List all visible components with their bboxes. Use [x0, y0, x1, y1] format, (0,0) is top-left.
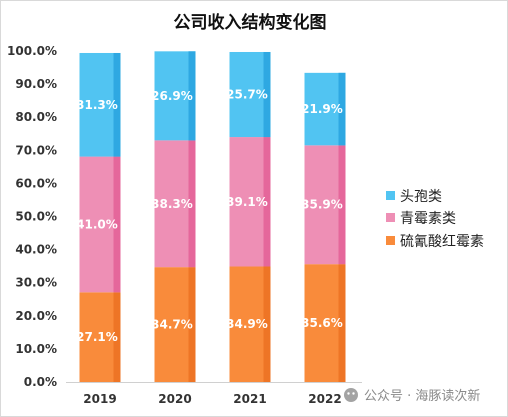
legend-swatch	[386, 213, 395, 222]
x-tick-label: 2019	[83, 392, 116, 406]
bar-shade-2020-s2	[188, 51, 196, 141]
watermark: 公众号 · 海豚读次新	[344, 388, 480, 404]
y-axis-ticks: 0.0% 10.0% 20.0% 30.0% 40.0% 50.0% 60.0% 70.0% 8…	[7, 44, 57, 389]
data-label-2019-s1: 41.0%	[76, 217, 118, 231]
bar-shade-2021-s2	[263, 51, 271, 138]
bar-shade-2019-s2	[113, 52, 121, 157]
bar-shade-2022-s1	[338, 145, 346, 265]
data-label-2021-s1: 39.1%	[226, 195, 268, 209]
bar-shade-2019-s1	[113, 156, 121, 293]
data-label-2020-s1: 38.3%	[151, 197, 193, 211]
bar-shade-2022-s2	[338, 72, 346, 146]
legend-label: 硫氰酸红霉素	[400, 234, 484, 250]
y-tick-label: 10.0%	[15, 342, 57, 356]
bars-group: 27.1% 41.0% 31.3% 34.7% 38.3% 26.9% 34.9% 39.1%…	[76, 51, 346, 382]
data-label-2019-s0: 27.1%	[76, 330, 118, 344]
x-tick-label: 2021	[233, 392, 266, 406]
data-label-2019-s2: 31.3%	[76, 98, 118, 112]
y-tick-label: 80.0%	[15, 110, 57, 124]
legend-swatch	[386, 191, 395, 200]
legend-item: 头孢类	[386, 189, 442, 205]
data-label-2020-s2: 26.9%	[151, 89, 193, 103]
data-label-2022-s1: 35.9%	[301, 198, 343, 212]
bar-shade-2022-s0	[338, 264, 346, 382]
y-tick-label: 90.0%	[15, 77, 57, 91]
x-tick-label: 2020	[158, 392, 191, 406]
legend-swatch	[386, 236, 395, 245]
y-tick-label: 70.0%	[15, 143, 57, 157]
bar-shade-2019-s0	[113, 292, 121, 382]
y-tick-label: 40.0%	[15, 243, 57, 257]
data-label-2022-s0: 35.6%	[301, 316, 343, 330]
legend-label: 头孢类	[400, 189, 442, 205]
bar-shade-2021-s0	[263, 266, 271, 382]
data-label-2021-s0: 34.9%	[226, 317, 268, 331]
y-tick-label: 50.0%	[15, 210, 57, 224]
x-axis-ticks: 2019 2020 2021 2022	[83, 392, 341, 406]
chart-title: 公司收入结构变化图	[174, 12, 327, 33]
y-tick-label: 0.0%	[24, 375, 57, 389]
data-label-2020-s0: 34.7%	[151, 318, 193, 332]
y-tick-label: 20.0%	[15, 309, 57, 323]
data-label-2021-s2: 25.7%	[226, 88, 268, 102]
legend-item: 硫氰酸红霉素	[386, 234, 484, 250]
bar-shade-2020-s1	[188, 140, 196, 268]
x-tick-label: 2022	[308, 392, 341, 406]
data-label-2022-s2: 21.9%	[301, 102, 343, 116]
y-tick-label: 100.0%	[7, 44, 57, 58]
bar-shade-2021-s1	[263, 137, 271, 267]
bar-shade-2020-s0	[188, 267, 196, 382]
y-tick-label: 30.0%	[15, 276, 57, 290]
y-tick-label: 60.0%	[15, 176, 57, 190]
legend-label: 青霉素类	[400, 211, 456, 227]
wechat-icon	[344, 388, 358, 402]
legend-item: 青霉素类	[386, 211, 456, 227]
watermark-text: 公众号 · 海豚读次新	[364, 388, 480, 404]
